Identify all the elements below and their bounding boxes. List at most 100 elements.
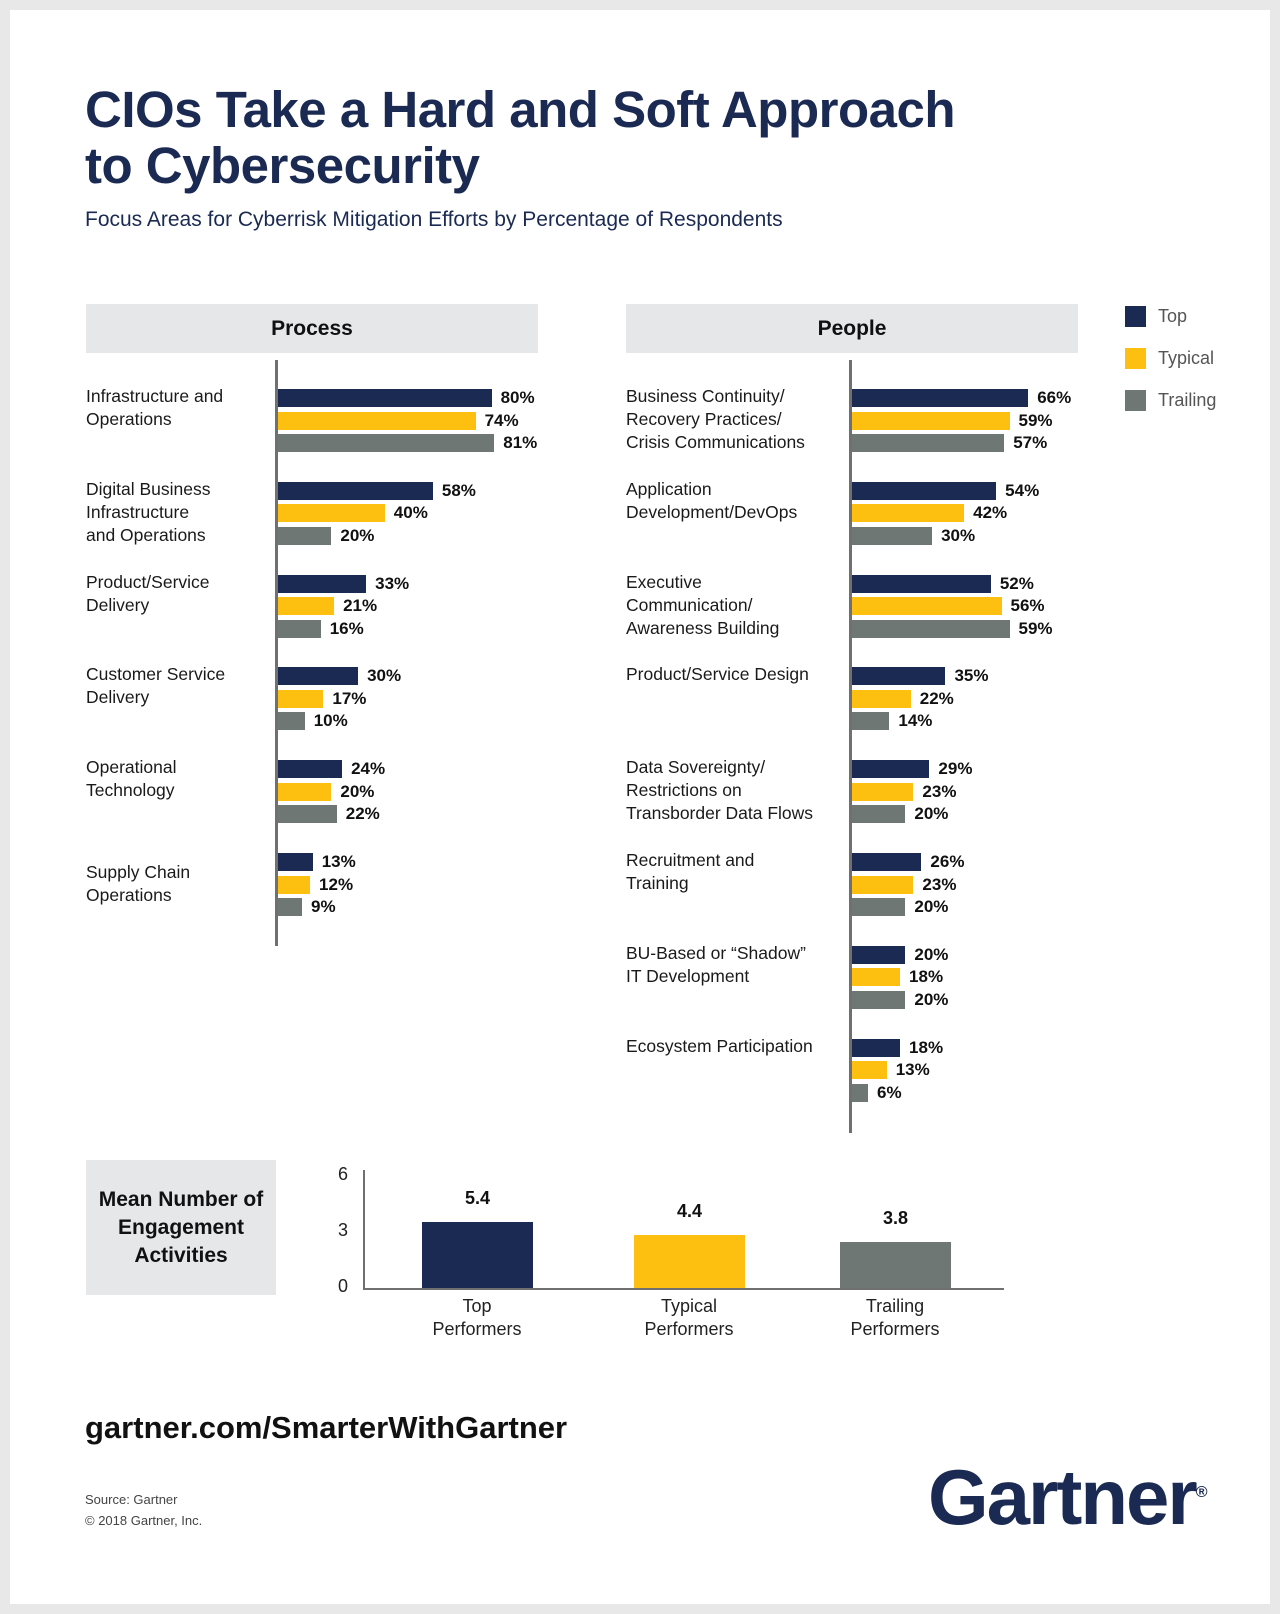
process-value-label-trailing: 9% xyxy=(311,897,336,916)
legend-swatch-typical xyxy=(1125,348,1146,369)
y-tick-label: 0 xyxy=(338,1276,349,1296)
people-value-label-trailing: 30% xyxy=(941,525,976,545)
people-axis xyxy=(849,360,852,1133)
people-value-label-trailing: 20% xyxy=(914,897,949,916)
process-value-label-top: 33% xyxy=(375,573,410,593)
people-value-label-top: 26% xyxy=(930,852,965,871)
process-bar-top xyxy=(278,853,313,871)
title-line-1: CIOs Take a Hard and Soft Approach xyxy=(85,81,956,138)
process-value-label-top: 58% xyxy=(441,480,476,500)
legend-label-typical: Typical xyxy=(1158,348,1215,368)
people-value-label-typical: 42% xyxy=(973,503,1008,523)
process-bar-trailing xyxy=(278,526,332,545)
people-value-label-trailing: 59% xyxy=(1018,618,1053,638)
people-value-label-top: 54% xyxy=(1005,480,1040,500)
people-bar-typical xyxy=(852,597,1002,616)
people-category-label: Business Continuity/Recovery Practices/C… xyxy=(626,386,805,452)
people-bar-typical xyxy=(852,968,901,987)
source-url[interactable]: gartner.com/SmarterWithGartner xyxy=(85,1410,568,1445)
mean-category-label: Trailing Performers xyxy=(850,1296,940,1339)
process-bar-trailing xyxy=(278,434,495,452)
mean-value-label: 4.4 xyxy=(676,1200,703,1221)
people-value-label-trailing: 20% xyxy=(914,989,949,1009)
process-value-label-trailing: 16% xyxy=(329,618,364,638)
process-header: Process xyxy=(86,304,538,353)
legend-swatch-top xyxy=(1125,306,1146,327)
process-value-label-trailing: 20% xyxy=(340,525,375,545)
process-bar-top xyxy=(278,667,359,686)
legend: Top Typical Trailing xyxy=(1125,306,1216,411)
legend-label-trailing: Trailing xyxy=(1158,390,1217,410)
people-bar-top xyxy=(852,760,930,779)
infographic-card xyxy=(10,10,1270,1604)
process-value-label-trailing: 10% xyxy=(313,711,348,731)
people-header: People xyxy=(626,304,1078,353)
people-category-label: Product/Service Design xyxy=(626,664,809,685)
process-bar-trailing xyxy=(278,805,337,824)
process-value-label-typical: 21% xyxy=(343,596,378,616)
people-value-label-top: 35% xyxy=(954,666,989,686)
process-bar-top xyxy=(278,481,433,500)
legend-item-trailing: Trailing xyxy=(1125,390,1216,411)
process-axis xyxy=(275,360,278,946)
process-value-label-typical: 40% xyxy=(393,503,428,523)
people-bar-typical xyxy=(852,504,965,523)
people-value-label-typical: 23% xyxy=(922,874,957,894)
people-bar-top xyxy=(852,853,922,871)
people-bar-trailing xyxy=(852,898,906,916)
gartner-logo: Gartner® xyxy=(928,1452,1208,1543)
people-bar-trailing xyxy=(852,712,890,731)
mean-category-label: Top Performers xyxy=(432,1296,522,1339)
process-category-label: Infrastructure and Operations xyxy=(86,386,224,429)
people-bar-top xyxy=(852,945,906,964)
people-bar-trailing xyxy=(852,990,906,1009)
registered-mark: ® xyxy=(1195,1484,1208,1501)
people-category-label: Ecosystem Participation xyxy=(626,1035,813,1056)
process-value-label-typical: 74% xyxy=(484,410,519,430)
process-bar-trailing xyxy=(278,898,303,916)
process-value-label-top: 80% xyxy=(500,388,535,407)
process-value-label-trailing: 81% xyxy=(503,433,538,452)
process-category-label: Supply Chain Operations xyxy=(86,862,191,905)
process-value-label-top: 30% xyxy=(367,666,402,686)
process-bar-typical xyxy=(278,689,324,708)
process-category-label: Product/Service Delivery xyxy=(86,571,210,615)
process-value-label-trailing: 22% xyxy=(345,804,380,824)
people-bar-top xyxy=(852,667,946,686)
mean-value-label: 3.8 xyxy=(882,1207,909,1228)
people-bar-top xyxy=(852,481,997,500)
mean-y-axis xyxy=(363,1170,365,1289)
process-value-label-typical: 17% xyxy=(332,688,367,708)
process-bar-typical xyxy=(278,597,335,616)
mean-bar xyxy=(422,1222,533,1288)
process-bar-typical xyxy=(278,504,385,523)
people-value-label-top: 29% xyxy=(938,759,973,779)
people-value-label-top: 52% xyxy=(999,573,1034,593)
people-value-label-typical: 59% xyxy=(1018,410,1053,430)
legend-label-top: Top xyxy=(1158,306,1188,326)
legend-item-typical: Typical xyxy=(1125,348,1216,369)
mean-category-label: Typical Performers xyxy=(644,1296,734,1339)
people-value-label-top: 20% xyxy=(914,944,949,964)
people-bar-top xyxy=(852,574,991,593)
people-value-label-trailing: 57% xyxy=(1013,433,1048,452)
people-value-label-typical: 56% xyxy=(1010,596,1045,616)
copyright: © 2018 Gartner, Inc. xyxy=(85,1513,203,1528)
people-value-label-typical: 23% xyxy=(922,781,957,801)
process-bar-typical xyxy=(278,782,332,801)
people-value-label-trailing: 14% xyxy=(898,711,933,731)
process-bar-trailing xyxy=(278,712,305,731)
page-title: CIOs Take a Hard and Soft Approach to Cy… xyxy=(85,81,956,194)
people-bar-typical xyxy=(852,875,914,894)
people-value-label-typical: 18% xyxy=(909,967,944,987)
people-bar-trailing xyxy=(852,1083,869,1102)
people-bar-top xyxy=(852,1038,901,1057)
mean-x-axis xyxy=(363,1288,1004,1290)
process-category-label: Operational Technology xyxy=(86,757,177,801)
logo-text: Gartner xyxy=(928,1453,1198,1541)
people-bar-trailing xyxy=(852,434,1005,452)
process-value-label-typical: 12% xyxy=(319,874,354,894)
process-value-label-top: 24% xyxy=(351,759,386,779)
people-category-label: Executive Communication/Awareness Buildin… xyxy=(626,571,780,638)
people-category-label: Recruitment and Training xyxy=(626,850,755,893)
